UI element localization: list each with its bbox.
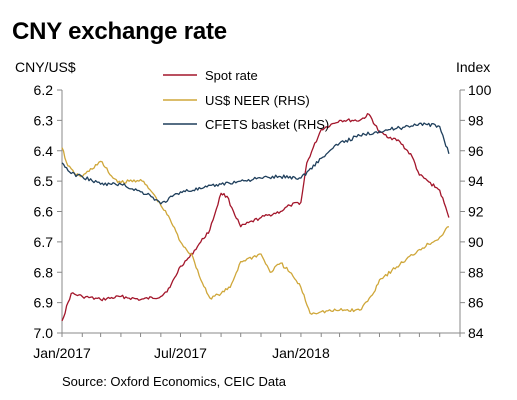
left-tick-label: 6.3 xyxy=(34,112,54,128)
right-tick-label: 100 xyxy=(468,82,492,98)
chart-title: CNY exchange rate xyxy=(12,18,227,45)
right-tick-label: 84 xyxy=(468,325,484,341)
right-tick-label: 94 xyxy=(468,173,484,189)
right-axis-label: Index xyxy=(456,59,491,75)
axes: 6.2 6.3 6.4 6.5 6.6 6.7 6.8 6.9 7.0 100 98 96 94 92 90… xyxy=(33,82,491,361)
series-layer xyxy=(61,113,450,322)
left-tick-label: 6.4 xyxy=(34,143,54,159)
series-line-cfets-basket-rhs xyxy=(61,122,450,205)
left-tick-label: 6.5 xyxy=(34,173,54,189)
legend: Spot rate US$ NEER (RHS) CFETS basket (RHS… xyxy=(163,68,329,132)
left-tick-label: 7.0 xyxy=(34,325,54,341)
right-tick-label: 96 xyxy=(468,143,484,159)
x-tick-label: Jan/2018 xyxy=(272,345,330,361)
x-tick-label: Jan/2017 xyxy=(33,345,91,361)
left-tick-label: 6.8 xyxy=(34,264,54,280)
left-tick-label: 6.2 xyxy=(34,82,54,98)
right-tick-label: 98 xyxy=(468,112,484,128)
series-line-us-neer-rhs xyxy=(61,147,450,315)
legend-item-label: CFETS basket (RHS) xyxy=(205,117,329,132)
right-tick-label: 92 xyxy=(468,204,484,220)
right-tick-label: 88 xyxy=(468,264,484,280)
legend-item-label: US$ NEER (RHS) xyxy=(205,93,310,108)
right-tick-label: 90 xyxy=(468,234,484,250)
legend-item-label: Spot rate xyxy=(205,68,258,83)
left-axis-label: CNY/US$ xyxy=(15,59,76,75)
left-tick-label: 6.7 xyxy=(34,234,54,250)
x-tick-label: Jul/2017 xyxy=(154,345,207,361)
source-note: Source: Oxford Economics, CEIC Data xyxy=(62,374,286,389)
left-tick-label: 6.6 xyxy=(34,204,54,220)
left-tick-label: 6.9 xyxy=(34,295,54,311)
right-tick-label: 86 xyxy=(468,295,484,311)
series-line-spot-rate xyxy=(61,113,450,322)
